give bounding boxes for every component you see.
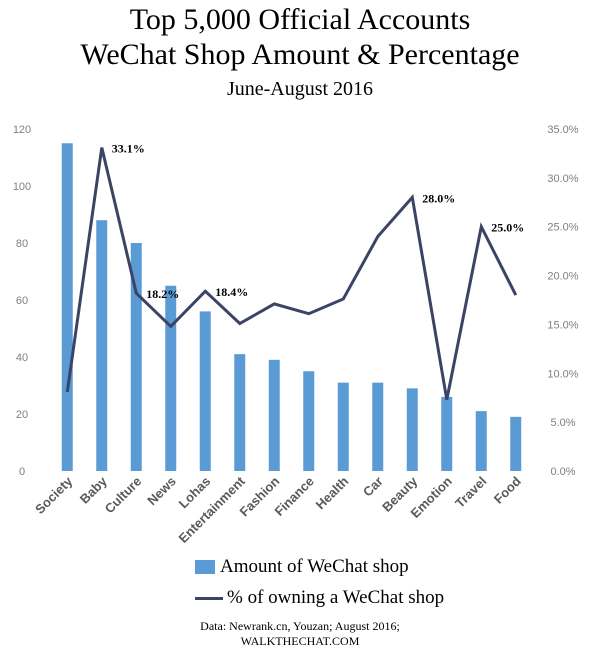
y-right-tick-label: 15.0% [547, 319, 578, 331]
y-left-tick-label: 0 [19, 466, 25, 478]
bar-car [372, 382, 384, 471]
chart-plot-area: 0 20 40 60 80 100 120 0.0% 5.0% 10.0% 15.0% 20.0% 25… [13, 124, 579, 546]
bar-baby [96, 220, 108, 471]
bar-society [61, 143, 73, 471]
bar-finance [303, 371, 315, 471]
line-series-percent [65, 147, 518, 400]
bar-culture [130, 243, 142, 471]
bar-fashion [268, 359, 280, 471]
bar-news [165, 285, 177, 471]
category-label-culture: Culture [102, 474, 145, 517]
category-label-car: Car [360, 474, 386, 500]
bar-emotion [441, 396, 453, 471]
y-left-tick-label: 60 [16, 295, 28, 307]
source-website: WALKTHECHAT.COM [240, 634, 360, 648]
chart-subtitle: June-August 2016 [226, 78, 374, 100]
category-label-society: Society [32, 473, 76, 517]
data-label-travel: 25.0% [491, 221, 524, 235]
bar-food [510, 416, 522, 471]
y-right-tick-label: 20.0% [547, 271, 578, 283]
legend-bar-swatch [195, 560, 215, 574]
legend-bar-label: Amount of WeChat shop [220, 556, 409, 577]
y-right-tick-label: 5.0% [550, 417, 575, 429]
data-label-baby: 33.1% [112, 142, 145, 156]
legend-line-swatch [195, 596, 223, 600]
chart-title-line-1: Top 5,000 Official Accounts [129, 3, 471, 36]
bar-lohas [199, 311, 211, 471]
legend-line-label: % of owning a WeChat shop [227, 587, 445, 608]
bar-travel [475, 411, 487, 471]
y-left-tick-label: 80 [16, 238, 28, 250]
data-label-culture: 18.2% [146, 287, 179, 301]
y-left-tick-label: 20 [16, 409, 28, 421]
bar-beauty [406, 388, 418, 471]
category-label-health: Health [313, 473, 352, 512]
y-left-tick-label: 100 [13, 181, 31, 193]
data-label-beauty: 28.0% [422, 191, 455, 205]
bar-entertainment [234, 354, 246, 471]
y-right-tick-label: 25.0% [547, 222, 578, 234]
y-right-tick-label: 10.0% [547, 368, 578, 380]
y-left-tick-label: 120 [13, 124, 31, 136]
legend-item-bars: Amount of WeChat shop [195, 553, 409, 581]
y-left-tick-label: 40 [16, 352, 28, 364]
y-right-tick-label: 35.0% [547, 124, 578, 136]
bar-health [337, 382, 349, 471]
legend-item-line: % of owning a WeChat shop [195, 584, 444, 612]
y-right-tick-label: 30.0% [547, 173, 578, 185]
chart-title-line-2: WeChat Shop Amount & Percentage [80, 38, 520, 71]
source-note: Data: Newrank.cn, Youzan; August 2016; [200, 619, 400, 633]
data-label-lohas: 18.4% [215, 285, 248, 299]
y-right-tick-label: 0.0% [550, 466, 575, 478]
category-label-food: Food [491, 473, 524, 506]
category-label-travel: Travel [452, 474, 489, 511]
category-label-news: News [144, 474, 179, 509]
